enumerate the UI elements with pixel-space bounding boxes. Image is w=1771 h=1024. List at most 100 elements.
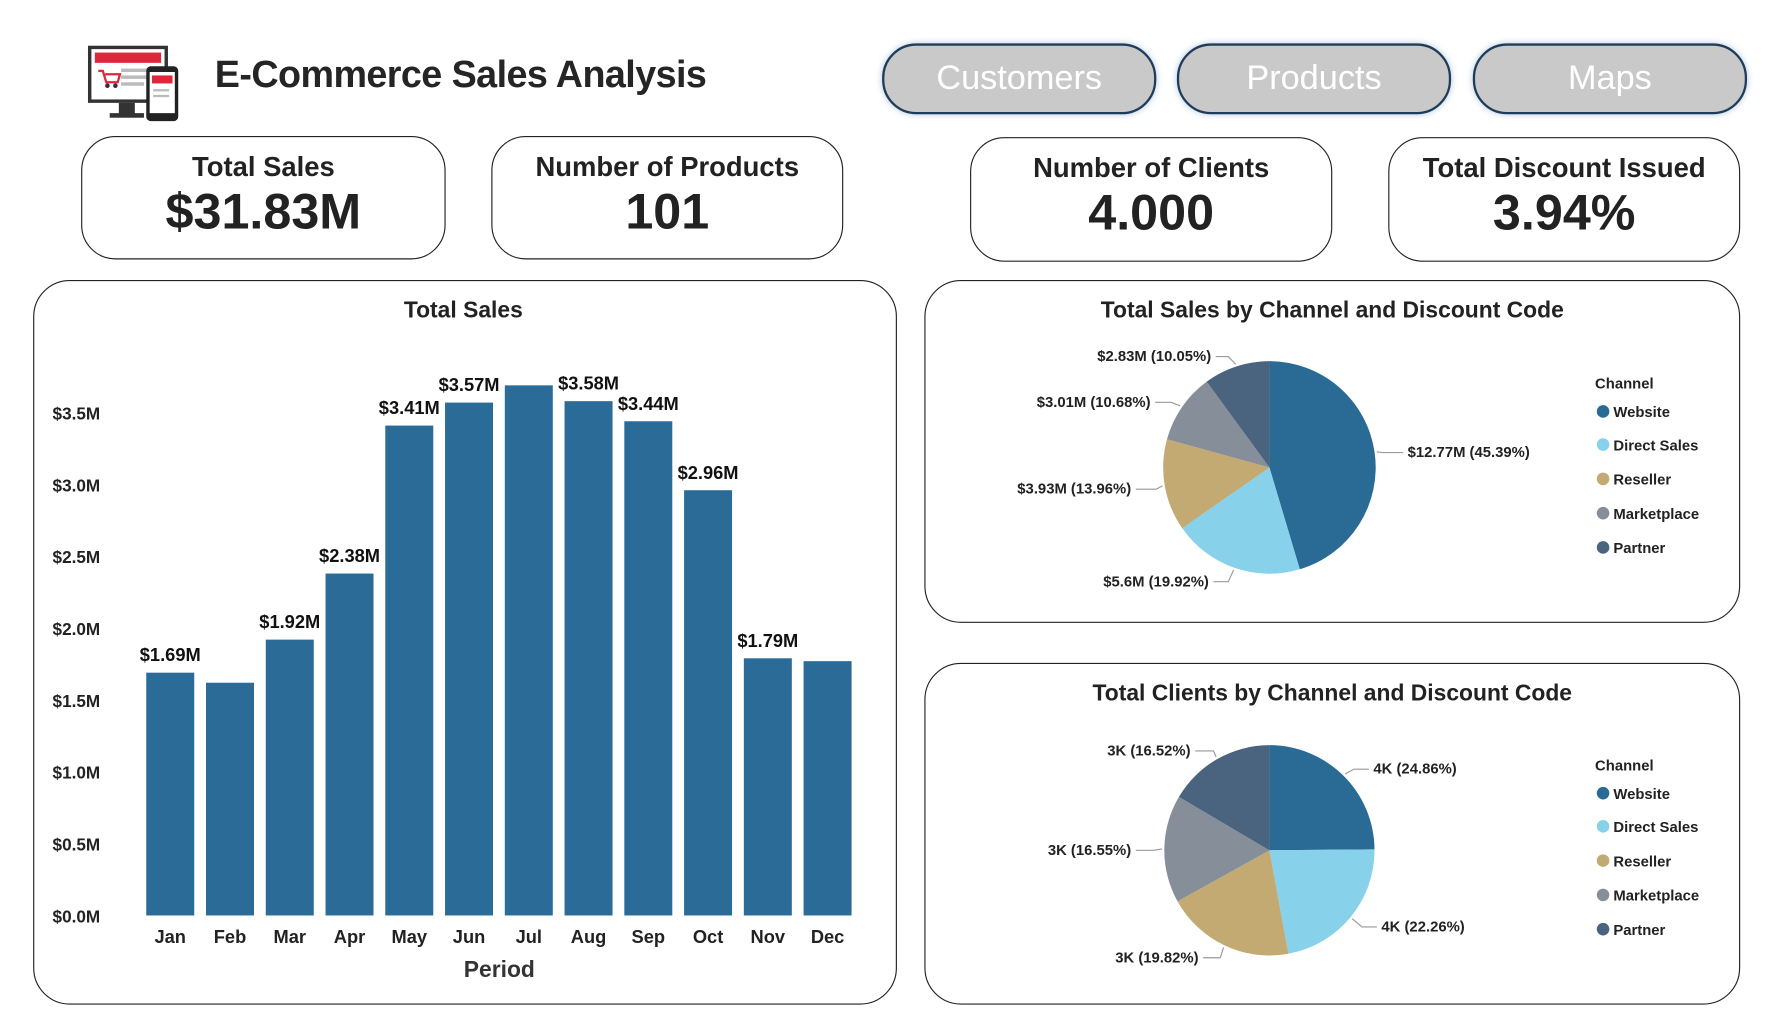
pie-data-label: $3.93M (13.96%) (1017, 482, 1131, 498)
pie-slice-partner (1206, 361, 1270, 468)
legend-marker (1596, 405, 1610, 418)
pie-slice-partner (1178, 745, 1270, 851)
leader-line (1376, 451, 1404, 454)
x-tick-label: Aug (571, 926, 607, 947)
legend-title: Channel (1595, 377, 1654, 393)
y-tick-label: $0.0M (53, 906, 101, 926)
bar-oct (684, 490, 733, 916)
pie-data-label: $12.77M (45.39%) (1408, 445, 1530, 461)
leader-line (1135, 848, 1163, 851)
bar-data-label: $1.69M (140, 644, 201, 665)
x-axis-title: Period (464, 956, 535, 982)
bar-data-label: $1.92M (259, 611, 320, 632)
x-tick-label: Feb (214, 926, 246, 947)
bar-data-label: $3.58M (558, 373, 619, 394)
x-tick-label: Oct (693, 926, 723, 947)
legend-item: Marketplace (1613, 507, 1699, 523)
y-tick-label: $3.0M (53, 475, 101, 495)
pie-data-label: 3K (16.52%) (1107, 743, 1190, 759)
chart-title: Total Sales (403, 298, 523, 324)
kpi-label: Number of Clients (1033, 153, 1270, 185)
pie-data-label: 3K (16.55%) (1048, 843, 1131, 859)
leader-line (1195, 750, 1217, 758)
legend-item: Reseller (1613, 473, 1671, 489)
legend-item: Partner (1613, 923, 1665, 939)
legend-marker (1596, 854, 1610, 867)
kpi-label: Total Sales (191, 152, 335, 183)
pie-data-label: 3K (19.82%) (1115, 950, 1198, 966)
legend-marker (1596, 472, 1610, 486)
kpi-value: 101 (625, 184, 710, 241)
bar-jul (504, 385, 553, 916)
pie-data-label: $3.01M (10.68%) (1037, 395, 1151, 411)
kpi-value: 4.000 (1088, 185, 1215, 242)
x-tick-label: Jun (453, 926, 485, 947)
legend-item: Website (1613, 405, 1670, 421)
x-tick-label: Sep (632, 926, 665, 947)
bar-mar (265, 639, 314, 916)
legend-item: Website (1613, 787, 1670, 803)
bar-data-label: $2.38M (319, 545, 380, 566)
y-tick-label: $0.5M (53, 834, 101, 854)
y-tick-label: $2.5M (53, 547, 101, 567)
pie-slice-website (1269, 745, 1375, 851)
pie-slice-reseller (1177, 850, 1289, 956)
legend-item: Reseller (1613, 854, 1671, 870)
legend-item: Direct Sales (1613, 820, 1698, 836)
legend-marker (1596, 438, 1610, 451)
y-tick-label: $1.5M (53, 691, 101, 711)
x-tick-label: Nov (751, 926, 786, 947)
kpi-number-of-clients: Number of Clients 4.000 (970, 137, 1333, 262)
bar-dec (803, 661, 852, 916)
pie-slice-website (1269, 361, 1376, 570)
pie-slice-marketplace (1164, 796, 1270, 902)
bar-nov (743, 658, 792, 916)
leader-line (1215, 356, 1237, 365)
legend-marker (1596, 922, 1610, 936)
bar-data-label: $3.41M (379, 397, 440, 418)
pie-data-label: $2.83M (10.05%) (1097, 349, 1211, 365)
bar-may (385, 425, 434, 916)
leader-line (1135, 485, 1163, 490)
bar-sep (624, 421, 673, 916)
nav-maps-button[interactable]: Maps (1472, 43, 1748, 115)
y-tick-label: $2.0M (53, 619, 101, 639)
kpi-value: 3.94% (1492, 185, 1636, 242)
y-tick-label: $3.5M (53, 403, 101, 423)
pie-data-label: 4K (22.26%) (1381, 919, 1464, 935)
pie-slice-direct-sales (1269, 849, 1375, 954)
bar-apr (325, 573, 374, 916)
pie-slice-marketplace (1166, 381, 1270, 468)
x-tick-label: Apr (334, 926, 365, 947)
bar-data-label: $3.44M (618, 393, 679, 414)
chart-title: Total Clients by Channel and Discount Co… (1092, 681, 1573, 707)
legend-item: Partner (1613, 541, 1665, 557)
y-tick-label: $1.0M (53, 763, 101, 783)
bar-data-label: $1.79M (737, 630, 798, 651)
kpi-label: Number of Products (535, 152, 800, 183)
bar-jan (146, 672, 195, 916)
kpi-label: Total Discount Issued (1422, 153, 1706, 185)
x-tick-label: Dec (811, 926, 845, 947)
leader-line (1344, 768, 1369, 775)
ecommerce-devices-logo (87, 45, 179, 122)
leader-line (1203, 947, 1225, 959)
bar-data-label: $2.96M (678, 462, 739, 483)
pie-data-label: $5.6M (19.92%) (1103, 574, 1209, 590)
legend-marker (1596, 820, 1610, 833)
pie-data-label: 4K (24.86%) (1373, 762, 1456, 778)
nav-customers-button[interactable]: Customers (882, 43, 1157, 115)
legend-item: Marketplace (1613, 889, 1699, 905)
x-tick-label: Mar (274, 926, 306, 947)
chart-title: Total Sales by Channel and Discount Code (1100, 298, 1564, 324)
nav-products-button[interactable]: Products (1176, 43, 1452, 115)
page-title: E-Commerce Sales Analysis (214, 52, 707, 95)
leader-line (1213, 569, 1235, 583)
bar-jun (445, 402, 494, 916)
bar-aug (564, 401, 613, 916)
legend-marker (1596, 541, 1610, 554)
leader-line (1155, 401, 1181, 407)
bar-data-label: $3.57M (439, 374, 500, 395)
